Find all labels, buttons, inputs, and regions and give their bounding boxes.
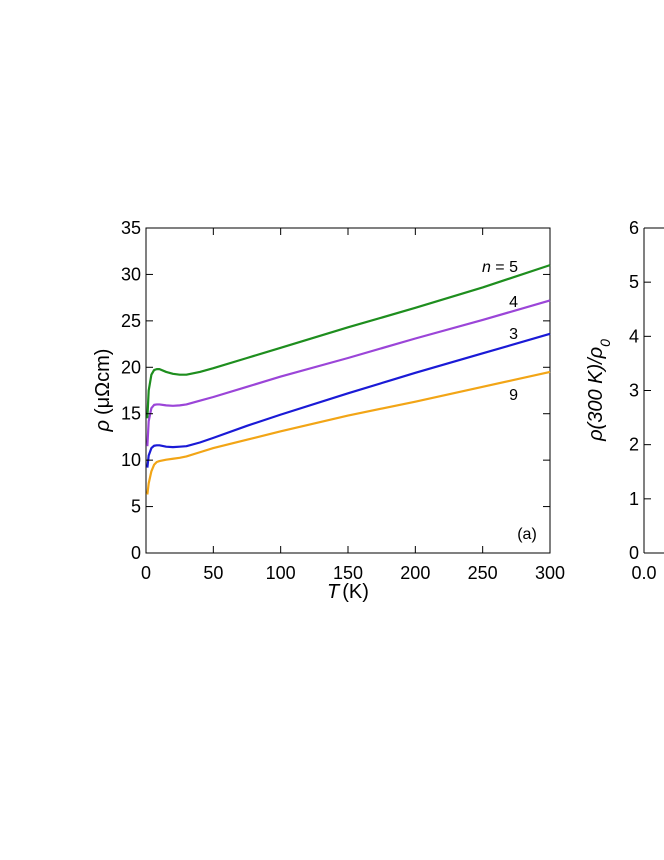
x-tick-label: 200 <box>400 563 430 583</box>
series-line-n3 <box>146 332 551 468</box>
y-axis-title: ρ(μΩcm) <box>92 349 114 433</box>
y-tick-label: 15 <box>121 404 141 424</box>
resistivity-chart-panel-a: 0 50 100 150 200 250 300 0 5 10 15 20 25 30 35 n = 5 4… <box>92 218 565 603</box>
series-lines <box>146 264 551 495</box>
series-label-n3: 3 <box>509 326 518 343</box>
y-tick-label: 30 <box>121 264 141 284</box>
panel-label: (a) <box>517 526 537 543</box>
series-label-n5: n = 5 <box>482 259 518 276</box>
series-labels: n = 5 4 3 9 <box>482 259 518 404</box>
y-tick-label-b: 2 <box>629 435 639 455</box>
y-tick-label: 5 <box>131 497 141 517</box>
y-axis-title-b: ρ(300 K)/ρ0 <box>585 339 613 442</box>
series-line-n5 <box>146 264 551 419</box>
series-line-n4 <box>146 299 551 447</box>
y-tick-label: 25 <box>121 311 141 331</box>
y-axis-ticks: 0 5 10 15 20 25 30 35 <box>121 218 550 563</box>
x-tick-label: 250 <box>468 563 498 583</box>
x-tick-label: 100 <box>266 563 296 583</box>
x-tick-label: 300 <box>535 563 565 583</box>
y-axis-ticks-b: 0 1 2 3 4 5 6 <box>629 218 651 563</box>
x-tick-label: 0 <box>141 563 151 583</box>
series-line-n9 <box>146 370 551 495</box>
y-tick-label: 10 <box>121 450 141 470</box>
x-tick-label-b: 0.0 <box>631 563 656 583</box>
plot-frame <box>145 227 551 554</box>
x-tick-label: 150 <box>333 563 363 583</box>
y-tick-label-b: 5 <box>629 272 639 292</box>
x-tick-label: 50 <box>203 563 223 583</box>
ratio-chart-panel-b: 0 1 2 3 4 5 6 0.0 ρ(300 K)/ρ0 <box>585 218 664 583</box>
y-tick-label-b: 0 <box>629 543 639 563</box>
y-tick-label: 35 <box>121 218 141 238</box>
y-tick-label-b: 4 <box>629 326 639 346</box>
series-label-n4: 4 <box>509 294 518 311</box>
y-tick-label: 20 <box>121 357 141 377</box>
x-axis-title: T (K) <box>327 581 369 603</box>
y-tick-label-b: 6 <box>629 218 639 238</box>
x-axis-ticks: 0 50 100 150 200 250 300 <box>141 228 565 583</box>
y-tick-label-b: 1 <box>629 489 639 509</box>
y-tick-label-b: 3 <box>629 381 639 401</box>
series-label-n9: 9 <box>509 387 518 404</box>
y-tick-label: 0 <box>131 543 141 563</box>
